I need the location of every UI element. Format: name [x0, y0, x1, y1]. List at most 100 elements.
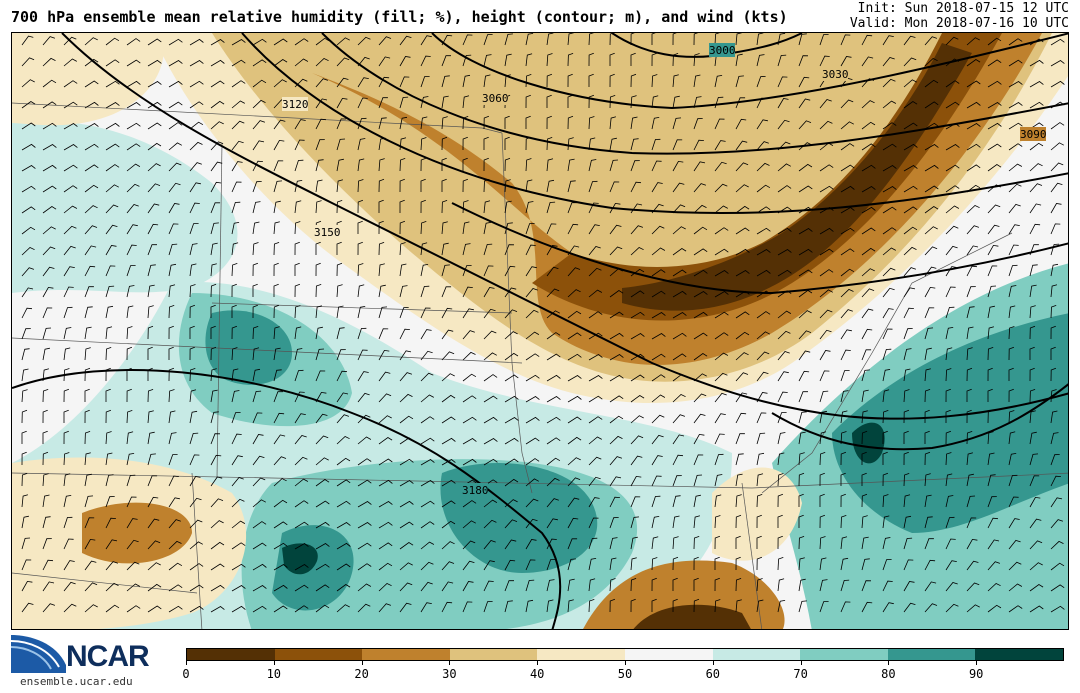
colorbar-tick-label: 70	[793, 667, 808, 681]
wind-barb	[861, 121, 876, 130]
wind-barb	[882, 143, 897, 151]
wind-barb	[462, 221, 470, 235]
wind-barb	[735, 248, 750, 256]
wind-barb	[420, 561, 434, 571]
wind-barb	[546, 310, 560, 319]
wind-barb	[21, 185, 36, 193]
wind-barb	[882, 348, 892, 361]
wind-barb	[105, 517, 116, 529]
wind-barb	[336, 327, 345, 340]
wind-barb	[126, 326, 133, 340]
wind-barb	[231, 242, 239, 256]
wind-barb	[1029, 367, 1035, 382]
wind-barb	[399, 458, 414, 466]
wind-barb	[1029, 540, 1043, 550]
wind-barb	[210, 121, 224, 130]
wind-barb	[126, 474, 136, 487]
wind-barb	[63, 538, 74, 550]
wind-barb	[651, 52, 657, 67]
wind-barb	[399, 285, 408, 298]
wind-barb	[798, 248, 813, 256]
wind-barb	[588, 436, 602, 445]
wind-barb	[1029, 81, 1044, 88]
wind-barb	[588, 202, 599, 214]
wind-barb	[294, 478, 309, 487]
wind-barb	[315, 98, 328, 109]
wind-barb	[252, 412, 263, 424]
wind-barb	[441, 561, 455, 571]
wind-barb	[1050, 325, 1056, 340]
wind-barb	[819, 536, 826, 550]
wind-barb	[504, 478, 519, 487]
wind-barb	[672, 475, 682, 487]
wind-barb	[294, 369, 304, 382]
wind-barb	[378, 501, 393, 508]
wind-barb	[462, 157, 468, 171]
wind-barb	[882, 389, 890, 403]
contour-label-3120: 3120	[282, 98, 309, 111]
wind-barb	[315, 159, 324, 172]
wind-barb	[1050, 203, 1062, 214]
wind-barb	[525, 559, 536, 571]
wind-barb	[315, 241, 321, 255]
contour-3150b	[771, 383, 1068, 451]
wind-barb	[693, 598, 700, 613]
wind-barb	[21, 559, 32, 571]
wind-barb	[525, 179, 533, 193]
wind-barb	[105, 604, 120, 613]
wind-barb	[441, 394, 456, 403]
wind-barb	[1008, 38, 1023, 46]
wind-barb	[189, 162, 202, 172]
wind-barb	[378, 284, 386, 298]
wind-barb	[777, 452, 785, 466]
wind-barb	[924, 603, 938, 613]
wind-barb	[546, 245, 558, 256]
wind-barb	[84, 452, 91, 466]
wind-barb	[504, 136, 510, 150]
wind-barb	[420, 602, 432, 613]
wind-barb	[588, 354, 603, 361]
wind-barb	[336, 305, 344, 319]
wind-barb	[231, 161, 243, 172]
wind-barb	[84, 306, 93, 319]
wind-barb	[567, 245, 580, 256]
wind-barb	[798, 142, 812, 151]
wind-barb	[1008, 264, 1018, 277]
wind-barb	[84, 164, 99, 172]
wind-barb	[924, 409, 930, 424]
wind-barb	[126, 305, 134, 319]
wind-barb	[672, 226, 686, 235]
wind-barb	[588, 517, 599, 529]
wind-barb	[609, 246, 623, 256]
wind-barb	[21, 143, 36, 151]
wind-barb	[735, 311, 750, 319]
wind-barb	[1029, 284, 1037, 298]
wind-barb	[672, 394, 686, 403]
wind-barb	[126, 224, 138, 235]
wind-barb	[21, 35, 34, 46]
wind-barb	[462, 286, 473, 298]
wind-barb	[399, 96, 409, 109]
wind-barb	[630, 516, 640, 529]
wind-barb	[21, 389, 28, 403]
wind-barb	[252, 140, 265, 151]
wind-barb	[945, 347, 953, 361]
wind-barb	[924, 368, 931, 382]
wind-barb	[336, 436, 350, 445]
wind-barb	[609, 202, 621, 214]
wind-barb	[630, 33, 635, 46]
wind-barb	[231, 304, 237, 318]
wind-barb	[1050, 346, 1056, 360]
wind-barb	[21, 368, 29, 382]
wind-barb	[756, 432, 766, 445]
wind-barb	[210, 222, 219, 235]
wind-barb	[567, 223, 579, 235]
wind-barb	[189, 80, 204, 88]
wind-barb	[588, 73, 594, 87]
wind-barb	[1008, 122, 1023, 130]
wind-barb	[21, 580, 33, 592]
wind-barb	[777, 330, 791, 340]
wind-barb	[273, 584, 288, 592]
wind-barb	[378, 263, 385, 277]
wind-barb	[147, 163, 161, 172]
